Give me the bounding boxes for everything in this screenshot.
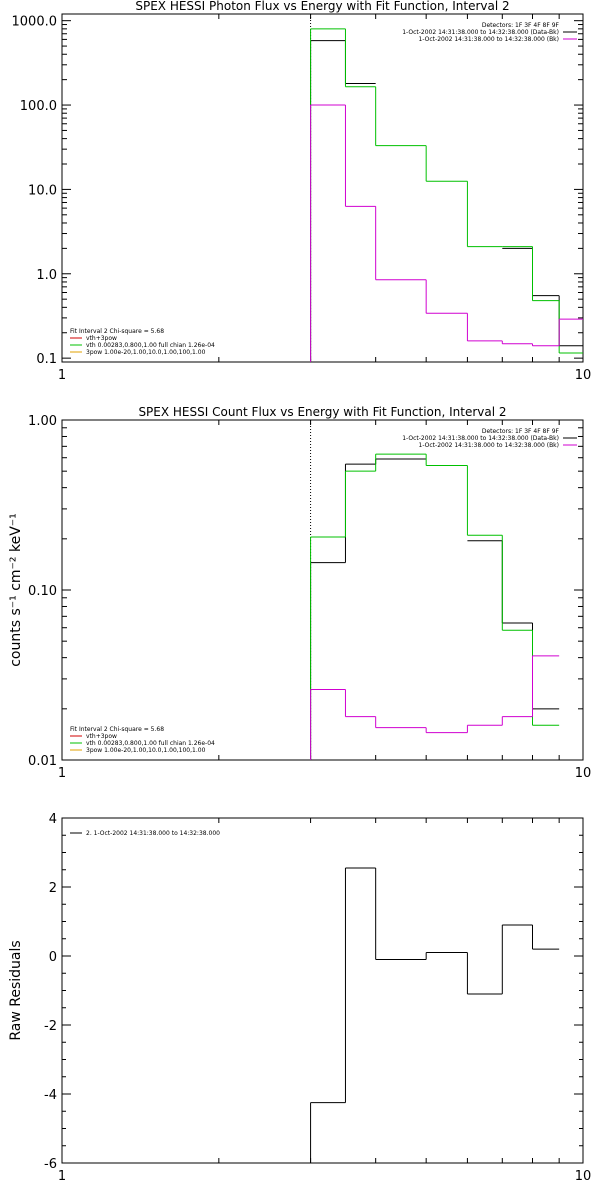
y-tick-label: 1000.0 bbox=[12, 15, 58, 30]
y-tick-label: 0.1 bbox=[36, 352, 57, 367]
y-tick-label: 2 bbox=[49, 881, 57, 896]
plot-frame bbox=[61, 817, 584, 1164]
legend-entry: Detectors: 1F 3F 4F 8F 9F bbox=[482, 22, 560, 29]
y-axis-label: counts s⁻¹ cm⁻² keV⁻¹ bbox=[8, 513, 24, 667]
x-tick-label: 10 bbox=[575, 1169, 592, 1184]
x-tick-label: 10 bbox=[575, 368, 592, 383]
y-axis-label: Raw Residuals bbox=[8, 940, 24, 1040]
plot-frame bbox=[61, 419, 584, 761]
plot-frame bbox=[61, 13, 584, 363]
chart-panel-2: SPEX HESSI Count Flux vs Energy with Fit… bbox=[8, 405, 591, 781]
y-tick-label: 0 bbox=[49, 950, 57, 965]
legend-entry: 1-Oct-2002 14:31:38.000 to 14:32:38.000 … bbox=[402, 435, 559, 442]
legend-entry: Fit Interval 2 Chi-square = 5.68 bbox=[70, 726, 164, 733]
legend-entry: vth+3pow bbox=[86, 335, 117, 342]
y-tick-label: 4 bbox=[49, 812, 57, 827]
x-tick-label: 10 bbox=[575, 766, 592, 781]
y-tick-label: -2 bbox=[44, 1019, 57, 1034]
legend-entry: 2. 1-Oct-2002 14:31:38.000 to 14:32:38.0… bbox=[86, 830, 220, 837]
chart-panel-1: SPEX HESSI Photon Flux vs Energy with Fi… bbox=[12, 0, 592, 383]
y-tick-label: 0.10 bbox=[28, 584, 57, 599]
chart-title: SPEX HESSI Count Flux vs Energy with Fit… bbox=[138, 405, 506, 419]
y-tick-label: 1.0 bbox=[36, 268, 57, 283]
legend-entry: vth 0.00283,0.800,1.00 full chian 1.26e-… bbox=[86, 740, 215, 747]
chart-title: SPEX HESSI Photon Flux vs Energy with Fi… bbox=[135, 0, 509, 13]
y-tick-label: 10.0 bbox=[28, 183, 57, 198]
y-tick-label: 100.0 bbox=[20, 99, 57, 114]
y-tick-label: 0.01 bbox=[28, 754, 57, 769]
legend-entry: Detectors: 1F 3F 4F 8F 9F bbox=[482, 428, 560, 435]
x-tick-label: 1 bbox=[58, 368, 66, 383]
legend-entry: vth 0.00283,0.800,1.00 full chian 1.26e-… bbox=[86, 342, 215, 349]
chart-panel-3: -6 -4 -2 0 2 4 1 10 Raw Residuals 2. 1-Oct-2002 1… bbox=[8, 812, 591, 1184]
legend-entry: vth+3pow bbox=[86, 733, 117, 740]
legend-entry: 3pow 1.00e-20,1.00,10.0,1.00,100,1.00 bbox=[86, 747, 206, 754]
y-tick-label: -6 bbox=[44, 1157, 57, 1172]
legend-entry: Fit Interval 2 Chi-square = 5.68 bbox=[70, 328, 164, 335]
legend-entry: 3pow 1.00e-20,1.00,10.0,1.00,100,1.00 bbox=[86, 349, 206, 356]
y-tick-label: 1.00 bbox=[28, 414, 57, 429]
legend-entry: 1-Oct-2002 14:31:38.000 to 14:32:38.000 … bbox=[419, 36, 560, 43]
x-tick-label: 1 bbox=[58, 1169, 66, 1184]
y-tick-label: -4 bbox=[44, 1088, 57, 1103]
x-tick-label: 1 bbox=[58, 766, 66, 781]
legend-entry: 1-Oct-2002 14:31:38.000 to 14:32:38.000 … bbox=[419, 442, 560, 449]
legend-entry: 1-Oct-2002 14:31:38.000 to 14:32:38.000 … bbox=[402, 29, 559, 36]
